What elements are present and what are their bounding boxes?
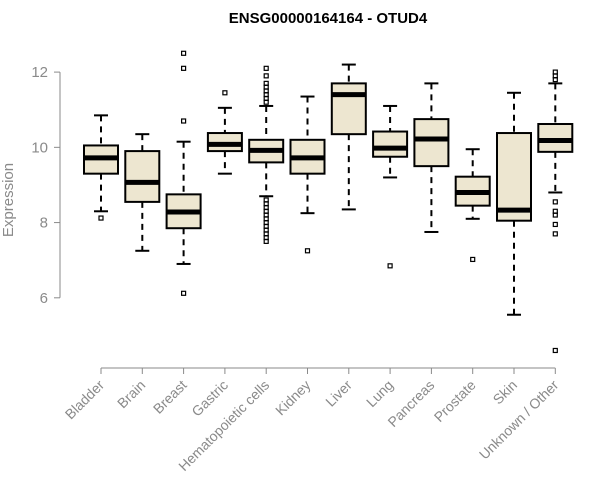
outlier-point (552, 231, 558, 237)
outlier-point (552, 221, 558, 228)
iqr-box (330, 82, 367, 136)
outlier-point (181, 50, 187, 56)
box-group (248, 65, 285, 244)
plot-area (83, 50, 574, 354)
box-group (454, 148, 491, 263)
box-group (289, 95, 326, 254)
x-tick-label: Lung (363, 377, 396, 410)
iqr-box (537, 123, 574, 153)
box-group (165, 50, 202, 296)
y-tick-label: 8 (40, 215, 48, 232)
outlier-point (304, 248, 311, 254)
box-group (330, 63, 367, 211)
x-tick-label: Kidney (272, 377, 314, 419)
outlier-point (98, 215, 104, 221)
outlier-point (387, 263, 393, 269)
box-group (413, 82, 450, 233)
y-tick-label: 6 (40, 290, 48, 307)
x-tick-label: Prostate (431, 377, 479, 425)
outlier-point (263, 73, 269, 79)
x-tick-label: Bladder (62, 377, 108, 423)
y-axis: 6 8 10 12 (31, 64, 61, 307)
outlier-point (470, 256, 476, 263)
box-group (537, 69, 574, 354)
y-tick-label: 10 (31, 139, 48, 156)
x-tick-label: Brain (114, 377, 148, 411)
outlier-point (263, 80, 269, 86)
outlier-point (222, 90, 228, 96)
outlier-point (181, 118, 187, 124)
outlier-point (552, 208, 558, 214)
x-tick-label: Breast (150, 377, 190, 417)
outlier-point (552, 69, 558, 75)
iqr-box (124, 150, 161, 203)
outlier-point (552, 347, 558, 354)
box-group (83, 114, 119, 221)
x-tick-label: Liver (322, 377, 355, 410)
outlier-point (263, 65, 269, 71)
iqr-box (413, 118, 450, 168)
chart-title: ENSG00000164164 - OTUD4 (229, 10, 428, 27)
outlier-point (552, 199, 558, 205)
y-axis-label: Expression (0, 163, 17, 237)
outlier-point (263, 197, 269, 203)
iqr-box (496, 132, 532, 222)
box-group (372, 104, 409, 269)
x-tick-label: Skin (490, 377, 521, 408)
outlier-point (181, 290, 187, 296)
iqr-box (372, 130, 409, 158)
box-group (496, 91, 532, 316)
y-tick-label: 12 (31, 64, 48, 81)
box-group (206, 90, 243, 175)
box-group (124, 133, 161, 252)
outlier-point (181, 65, 187, 71)
